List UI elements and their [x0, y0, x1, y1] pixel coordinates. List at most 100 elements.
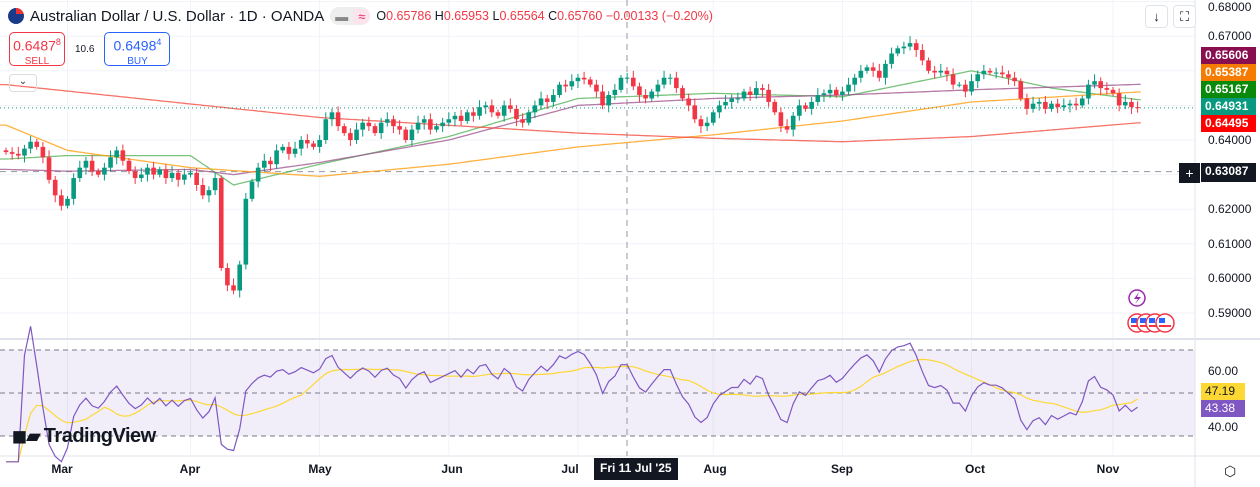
candle-body: [280, 146, 286, 151]
candle-body: [225, 268, 230, 286]
candle-body: [704, 122, 710, 127]
candle-body: [421, 119, 427, 123]
candle-body: [348, 133, 353, 140]
candle-body: [754, 88, 759, 96]
candle-body: [680, 88, 685, 99]
wave-icon[interactable]: ≈: [353, 8, 371, 24]
price-tick-label: 0.68000: [1208, 0, 1252, 14]
candle-body: [372, 126, 378, 134]
flag-canton: [1140, 318, 1146, 323]
add-alert-plus-icon[interactable]: +: [1179, 163, 1200, 183]
candle-body: [735, 98, 741, 100]
candle-body: [126, 160, 132, 172]
moving-average-line-2: [0, 91, 1141, 177]
symbol-title[interactable]: Australian Dollar / U.S. Dollar · 1D · O…: [30, 7, 325, 25]
candle-body: [710, 112, 716, 123]
indicator-toggle[interactable]: ▬ ≈: [330, 7, 371, 25]
candle-body: [827, 89, 833, 94]
crosshair-date-label: Fri 11 Jul '25: [594, 458, 678, 480]
candle-body: [655, 84, 661, 92]
candle-body: [22, 148, 27, 156]
rsi-ma-line: [6, 358, 1138, 463]
candle-body: [520, 119, 525, 123]
price-tick-label: 0.64000: [1208, 133, 1252, 147]
candle-body: [3, 150, 9, 153]
candle-body: [317, 140, 322, 147]
candle-body: [797, 105, 802, 116]
candle-body: [323, 119, 329, 140]
candle-body: [760, 88, 765, 90]
candle-body: [120, 150, 126, 161]
collapse-chevron-icon[interactable]: ⌄: [9, 74, 37, 92]
buy-button[interactable]: 0.64984 BUY: [104, 32, 171, 67]
moving-average-line-0: [0, 70, 1141, 186]
time-label: Jun: [441, 462, 463, 476]
candle-body: [600, 91, 605, 106]
candle-body: [963, 84, 968, 92]
settings-gear-icon[interactable]: ⬡: [1224, 463, 1237, 479]
candle-body: [1006, 74, 1011, 78]
candle-body: [526, 112, 532, 123]
candle-body: [1012, 77, 1017, 82]
candle-body: [803, 105, 808, 109]
candle-body: [1086, 84, 1091, 99]
candle-body: [1036, 101, 1042, 104]
time-label: Sep: [830, 462, 854, 476]
price-badge: 0.65606: [1201, 47, 1256, 64]
candle-body: [52, 179, 58, 196]
candle-body: [1043, 101, 1048, 109]
time-label: Oct: [964, 462, 986, 476]
price-tick-label: 0.59000: [1208, 306, 1252, 320]
candle-body: [778, 112, 784, 127]
candle-body: [969, 81, 974, 92]
fullscreen-icon[interactable]: ⛶: [1173, 5, 1196, 28]
candle-body: [415, 122, 421, 130]
candle-body: [1000, 72, 1005, 75]
candle-body: [1110, 89, 1116, 94]
candle-body: [1104, 88, 1110, 90]
download-arrow-icon[interactable]: ↓: [1145, 5, 1168, 28]
candle-body: [557, 84, 562, 96]
candle-body: [1049, 103, 1054, 109]
candle-body: [938, 70, 944, 73]
candle-body: [587, 79, 593, 85]
candle-body: [366, 122, 372, 127]
candle-body: [274, 150, 279, 165]
candle-body: [1024, 98, 1030, 109]
candle-body: [477, 107, 482, 116]
candle-body: [102, 167, 107, 175]
candle-body: [790, 115, 796, 130]
candle-body: [631, 77, 636, 87]
candle-body: [28, 141, 33, 149]
ohlc-readout: O0.65786 H0.65953 L0.65564 C0.65760 −0.0…: [376, 9, 713, 23]
candle-body: [483, 105, 488, 108]
candle-body: [864, 67, 870, 71]
candle-body: [458, 115, 464, 121]
candle-body: [175, 172, 181, 180]
sell-button[interactable]: 0.64878 SELL: [9, 32, 65, 67]
rsi-value-badge: 43.38: [1201, 400, 1245, 417]
candle-body: [200, 184, 206, 196]
candle-body: [551, 95, 556, 102]
time-label: Apr: [179, 462, 201, 476]
candle-body: [163, 169, 169, 179]
candle-body: [821, 93, 827, 96]
spread-value: 10.6: [75, 43, 95, 55]
candle-body: [895, 48, 901, 54]
candle-body: [1129, 101, 1134, 108]
candle-body: [784, 126, 790, 130]
candle-body: [157, 169, 163, 175]
candle-body: [1018, 81, 1024, 99]
candle-body: [686, 98, 691, 106]
candle-body: [489, 105, 495, 113]
candle-body: [218, 178, 224, 269]
candle-body: [1123, 101, 1128, 106]
candle-body: [83, 160, 89, 168]
minus-icon[interactable]: ▬: [335, 8, 349, 24]
candle-body: [993, 72, 999, 74]
candle-body: [1030, 103, 1036, 109]
candle-body: [575, 77, 581, 82]
rsi-value-badge: 47.19: [1201, 383, 1245, 400]
candle-body: [495, 112, 501, 116]
